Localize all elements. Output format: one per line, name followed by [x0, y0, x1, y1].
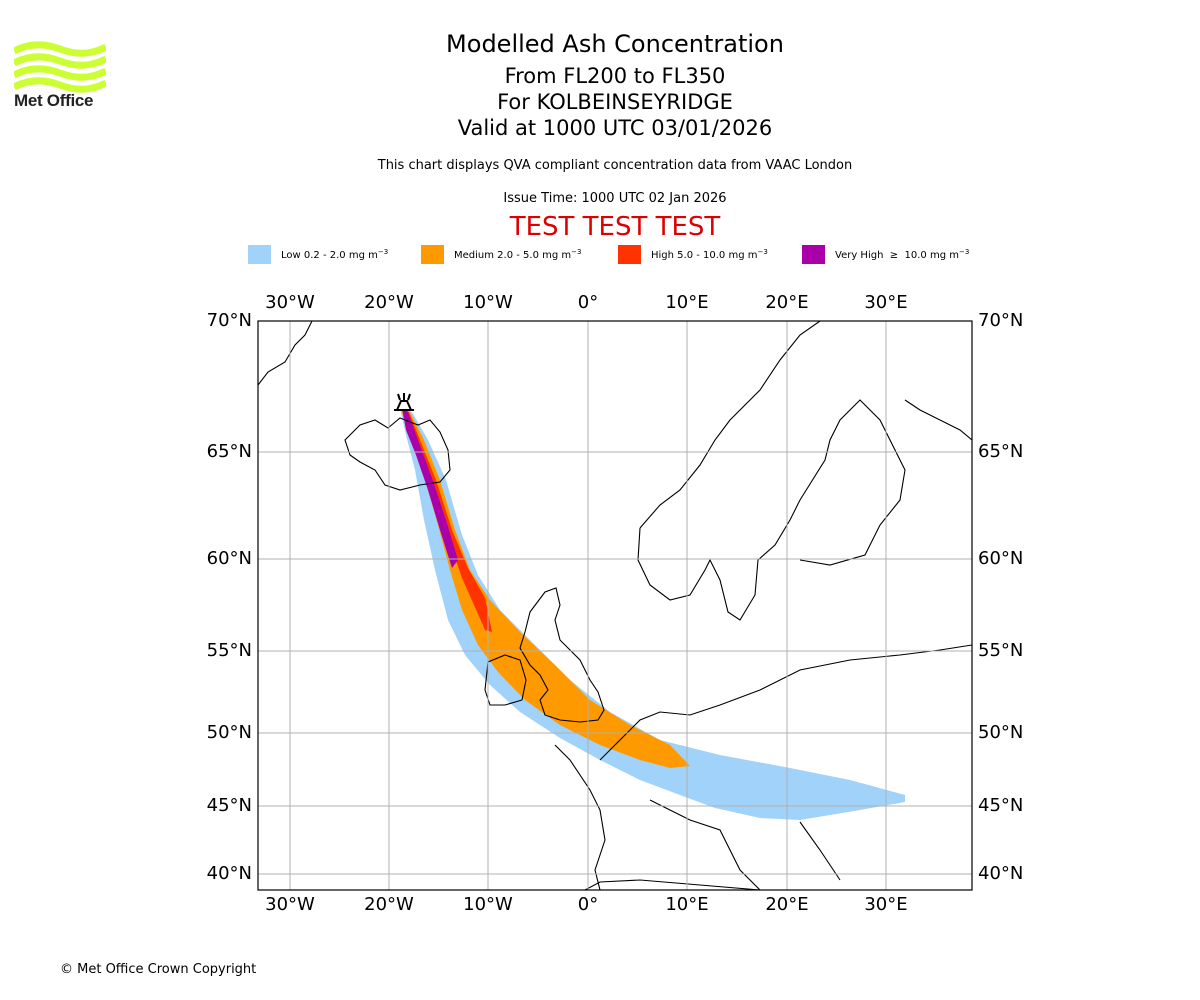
ash-high-area — [401, 408, 492, 632]
lat-label-right: 45°N — [978, 795, 1024, 816]
legend-swatch-medium — [421, 244, 444, 264]
legend-item-very-high: Very High ≥ 10.0 mg m−3 — [802, 244, 969, 264]
legend-item-high: High 5.0 - 10.0 mg m−3 — [618, 244, 768, 264]
logo-wave — [14, 41, 106, 57]
lat-label-right: 55°N — [978, 640, 1024, 661]
lon-label-bottom: 10°E — [665, 894, 709, 915]
ash-very-high-area — [402, 408, 458, 568]
lat-label-left: 60°N — [206, 548, 252, 569]
legend-item-low: Low 0.2 - 2.0 mg m−3 — [248, 244, 388, 264]
lat-label-right: 70°N — [978, 310, 1024, 331]
lon-label-bottom: 30°W — [265, 894, 315, 915]
logo-wave — [14, 53, 106, 69]
lat-label-left: 50°N — [206, 722, 252, 743]
lon-label-top: 10°E — [665, 292, 709, 313]
coastline-iceland — [344, 417, 451, 491]
lon-label-top: 0° — [577, 292, 599, 313]
lon-label-top: 20°E — [765, 292, 809, 313]
test-banner: TEST TEST TEST — [509, 212, 721, 242]
lat-label-right: 60°N — [978, 548, 1024, 569]
legend-swatch-very-high — [802, 244, 825, 264]
flight-levels: From FL200 to FL350 — [504, 64, 726, 88]
lat-label-left: 55°N — [206, 640, 252, 661]
lon-label-bottom: 20°W — [364, 894, 414, 915]
volcano-name: For KOLBEINSEYRIDGE — [497, 90, 733, 114]
lat-label-left: 40°N — [206, 863, 252, 884]
graticule — [258, 321, 972, 890]
logo-wave — [14, 77, 106, 93]
lon-label-top: 30°W — [265, 292, 315, 313]
lon-label-top: 10°W — [463, 292, 513, 313]
coastline-russia-white-sea — [904, 399, 972, 441]
logo-wave — [14, 65, 106, 81]
legend-swatch-low — [248, 244, 271, 264]
lat-label-left: 45°N — [206, 795, 252, 816]
legend-item-medium: Medium 2.0 - 5.0 mg m−3 — [421, 244, 581, 264]
ash-medium-area — [401, 408, 690, 768]
lat-label-right: 65°N — [978, 441, 1024, 462]
chart-title: Modelled Ash Concentration — [446, 30, 784, 58]
coastline-ireland — [484, 654, 527, 706]
lon-label-top: 20°W — [364, 292, 414, 313]
legend-label-low: Low 0.2 - 2.0 mg m−3 — [281, 247, 389, 261]
valid-time: Valid at 1000 UTC 03/01/2026 — [457, 116, 773, 140]
issue-time: Issue Time: 1000 UTC 02 Jan 2026 — [503, 191, 727, 206]
legend-label-high: High 5.0 - 10.0 mg m−3 — [651, 247, 768, 261]
lat-label-right: 50°N — [978, 722, 1024, 743]
legend-label-medium: Medium 2.0 - 5.0 mg m−3 — [454, 247, 582, 261]
copyright: © Met Office Crown Copyright — [60, 962, 257, 977]
lat-label-right: 40°N — [978, 863, 1024, 884]
chart-subtitle: This chart displays QVA compliant concen… — [377, 158, 853, 173]
lat-label-left: 65°N — [206, 441, 252, 462]
coastlines — [258, 321, 972, 890]
coastline-scandinavia — [637, 321, 906, 621]
lon-label-bottom: 0° — [577, 894, 599, 915]
volcano-icon — [394, 393, 414, 411]
met-office-logo-icon — [14, 41, 106, 93]
map-frame — [257, 320, 973, 891]
coastline-north-africa — [584, 879, 761, 890]
lon-label-bottom: 30°E — [864, 894, 908, 915]
lon-label-top: 30°E — [864, 292, 908, 313]
coastline-europe — [554, 644, 972, 890]
legend-swatch-high — [618, 244, 641, 264]
coastline-britain — [519, 587, 605, 723]
lat-label-left: 70°N — [206, 310, 252, 331]
lon-label-bottom: 10°W — [463, 894, 513, 915]
met-office-logo-text: Met Office — [14, 91, 94, 110]
lon-label-bottom: 20°E — [765, 894, 809, 915]
legend-label-very-high: Very High ≥ 10.0 mg m−3 — [835, 247, 970, 261]
